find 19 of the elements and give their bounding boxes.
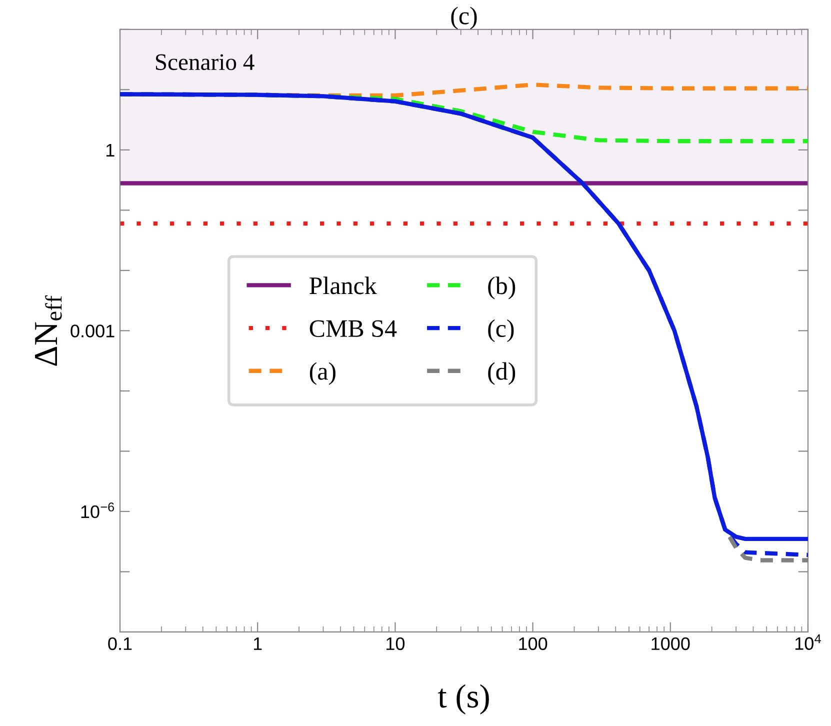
x-tick-label: 1000 bbox=[652, 637, 690, 650]
legend-label: (a) bbox=[310, 362, 336, 385]
x-tick-label: 10 bbox=[386, 637, 405, 650]
chart-title: (c) bbox=[451, 6, 477, 30]
legend-label: Planck bbox=[310, 276, 377, 294]
y-axis-title: ΔN$_{eff}$ bbox=[34, 295, 62, 366]
annotation: Scenario 4 bbox=[156, 54, 254, 70]
y-tick-label: 10$^{−6}$ bbox=[81, 502, 114, 518]
legend-label: (c) bbox=[488, 319, 514, 342]
y-tick-label: 1 bbox=[106, 144, 114, 156]
legend-label: (d) bbox=[488, 362, 516, 385]
x-tick-label: 0.1 bbox=[108, 637, 132, 650]
x-axis-title: t (s) bbox=[438, 684, 489, 714]
y-tick-label: 0.001 bbox=[70, 324, 114, 338]
x-tick-label: 10$^{4}$ bbox=[795, 634, 821, 650]
legend-label: CMB S4 bbox=[310, 320, 397, 338]
x-tick-label: 1 bbox=[254, 638, 262, 650]
x-tick-label: 100 bbox=[519, 637, 548, 650]
legend-label: (b) bbox=[488, 276, 516, 300]
